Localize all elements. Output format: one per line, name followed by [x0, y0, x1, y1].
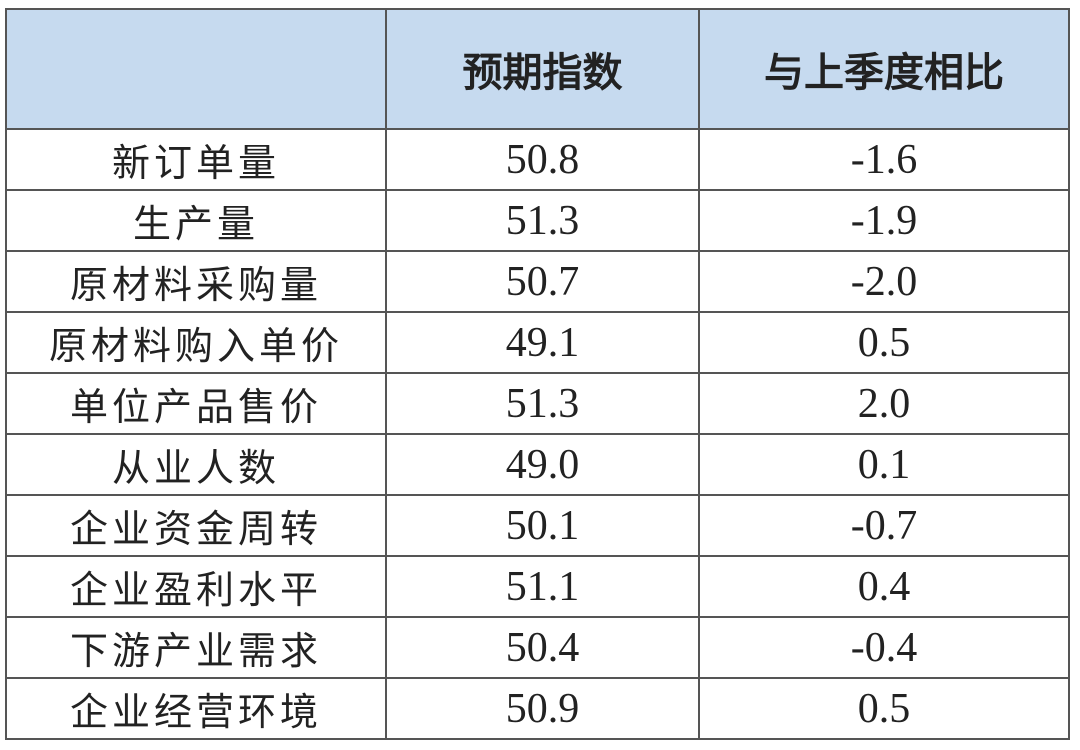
- row-label: 单位产品售价: [5, 372, 387, 435]
- value-cell: 51.3: [385, 372, 700, 435]
- row-label: 企业盈利水平: [5, 555, 387, 618]
- row-label: 新订单量: [5, 128, 387, 191]
- row-label: 下游产业需求: [5, 616, 387, 679]
- value-cell: 50.1: [385, 494, 700, 557]
- table-row: 企业盈利水平 51.1 0.4: [5, 555, 1070, 618]
- table-row: 从业人数 49.0 0.1: [5, 433, 1070, 496]
- value-cell: 0.5: [698, 311, 1070, 374]
- value-cell: 0.4: [698, 555, 1070, 618]
- data-table: 预期指数 与上季度相比 新订单量 50.8 -1.6 生产量 51.3 -1.9 原材料采购…: [5, 8, 1070, 740]
- row-label: 生产量: [5, 189, 387, 252]
- table-row: 生产量 51.3 -1.9: [5, 189, 1070, 252]
- table-row: 下游产业需求 50.4 -0.4: [5, 616, 1070, 679]
- value-cell: 49.0: [385, 433, 700, 496]
- header-row: 预期指数 与上季度相比: [5, 8, 1070, 130]
- value-cell: 51.3: [385, 189, 700, 252]
- row-label: 原材料购入单价: [5, 311, 387, 374]
- table-row: 单位产品售价 51.3 2.0: [5, 372, 1070, 435]
- table-row: 原材料采购量 50.7 -2.0: [5, 250, 1070, 313]
- value-cell: 49.1: [385, 311, 700, 374]
- value-cell: 50.9: [385, 677, 700, 740]
- value-cell: -2.0: [698, 250, 1070, 313]
- value-cell: -0.7: [698, 494, 1070, 557]
- value-cell: 0.1: [698, 433, 1070, 496]
- table-row: 新订单量 50.8 -1.6: [5, 128, 1070, 191]
- table-row: 原材料购入单价 49.1 0.5: [5, 311, 1070, 374]
- value-cell: 50.4: [385, 616, 700, 679]
- value-cell: 50.8: [385, 128, 700, 191]
- value-cell: 51.1: [385, 555, 700, 618]
- value-cell: -1.9: [698, 189, 1070, 252]
- table-body: 新订单量 50.8 -1.6 生产量 51.3 -1.9 原材料采购量 50.7 -2.0 原材料…: [5, 128, 1070, 740]
- value-cell: 2.0: [698, 372, 1070, 435]
- row-label: 企业资金周转: [5, 494, 387, 557]
- value-cell: -1.6: [698, 128, 1070, 191]
- header-cell: [5, 8, 387, 130]
- header-cell: 预期指数: [385, 8, 700, 130]
- header-cell: 与上季度相比: [698, 8, 1070, 130]
- row-label: 从业人数: [5, 433, 387, 496]
- table-row: 企业经营环境 50.9 0.5: [5, 677, 1070, 740]
- value-cell: 0.5: [698, 677, 1070, 740]
- row-label: 企业经营环境: [5, 677, 387, 740]
- value-cell: 50.7: [385, 250, 700, 313]
- value-cell: -0.4: [698, 616, 1070, 679]
- row-label: 原材料采购量: [5, 250, 387, 313]
- table-row: 企业资金周转 50.1 -0.7: [5, 494, 1070, 557]
